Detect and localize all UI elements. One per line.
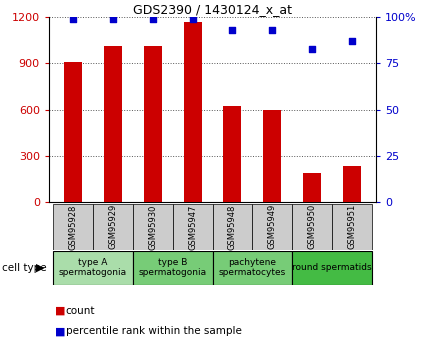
Bar (303, 174, 321, 202)
Bar (53, 251, 133, 285)
Point (349, 39, 356, 44)
Text: cell type: cell type (2, 263, 47, 273)
Text: GSM95930: GSM95930 (148, 204, 157, 249)
Bar (173, 204, 212, 250)
Bar (93, 204, 133, 250)
Bar (332, 204, 372, 250)
Bar (292, 251, 372, 285)
Bar (64, 62, 82, 202)
Text: round spermatids: round spermatids (292, 263, 372, 272)
Bar (212, 251, 292, 285)
Text: GSM95928: GSM95928 (68, 204, 77, 249)
Bar (343, 166, 361, 202)
Point (69, 16, 76, 22)
Bar (264, 110, 281, 202)
Text: type A
spermatogonia: type A spermatogonia (59, 258, 127, 277)
Point (309, 46, 316, 51)
Text: percentile rank within the sample: percentile rank within the sample (66, 326, 242, 336)
Bar (224, 107, 241, 202)
Title: GDS2390 / 1430124_x_at: GDS2390 / 1430124_x_at (133, 3, 292, 16)
Point (109, 16, 116, 22)
Bar (133, 251, 212, 285)
Bar (144, 47, 162, 202)
Text: pachytene
spermatocytes: pachytene spermatocytes (219, 258, 286, 277)
Text: GSM95948: GSM95948 (228, 204, 237, 249)
Text: GSM95949: GSM95949 (268, 204, 277, 249)
Point (229, 27, 236, 33)
Bar (184, 22, 201, 202)
Point (189, 16, 196, 22)
Text: GSM95929: GSM95929 (108, 204, 117, 249)
Point (149, 16, 156, 22)
Text: GSM95951: GSM95951 (348, 204, 357, 249)
Bar (212, 204, 252, 250)
Bar (252, 204, 292, 250)
Text: count: count (66, 306, 95, 315)
Text: ■: ■ (55, 326, 66, 336)
Text: GSM95950: GSM95950 (308, 204, 317, 249)
Bar (104, 47, 122, 202)
Bar (133, 204, 173, 250)
Point (269, 27, 276, 33)
Text: ▶: ▶ (36, 263, 45, 273)
Text: type B
spermatogonia: type B spermatogonia (139, 258, 207, 277)
Text: ■: ■ (55, 306, 66, 315)
Text: GSM95947: GSM95947 (188, 204, 197, 249)
Bar (292, 204, 332, 250)
Bar (53, 204, 93, 250)
